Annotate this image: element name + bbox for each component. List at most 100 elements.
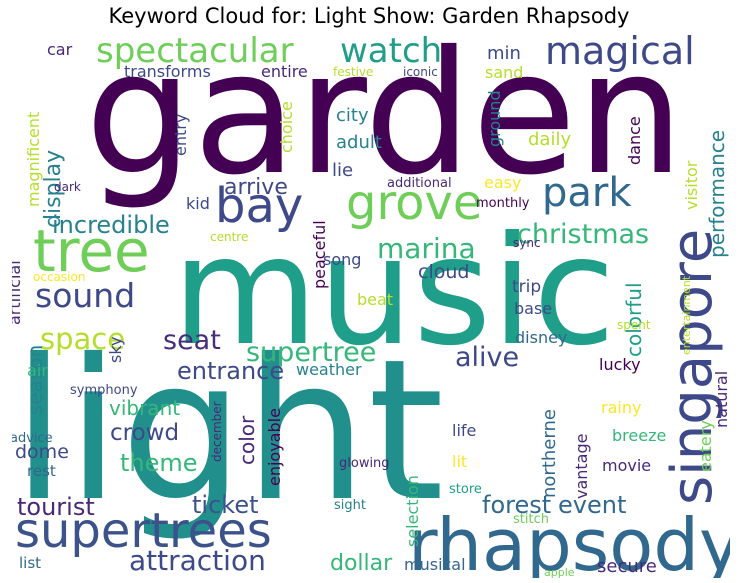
word-ticket: ticket — [192, 491, 259, 519]
word-beat: beat — [357, 290, 393, 309]
word-artificial: artificial — [12, 260, 24, 325]
word-rainy: rainy — [601, 398, 641, 417]
word-list: list — [19, 554, 41, 572]
word-crowd: crowd — [110, 420, 179, 446]
word-sight: sight — [334, 498, 366, 513]
word-singapore: singapore — [660, 229, 725, 505]
word-entry: entry — [171, 114, 190, 156]
word-park: park — [542, 170, 632, 216]
word-cloud: garden music light rhapsody singapore supertr… — [12, 33, 730, 578]
word-rhapsody: rhapsody — [408, 503, 730, 578]
word-magical: magical — [545, 33, 695, 73]
word-display: display — [41, 150, 66, 228]
word-choice: choice — [277, 101, 296, 153]
word-lucky: lucky — [599, 355, 641, 374]
word-december: december — [210, 401, 224, 462]
word-trip: trip — [512, 277, 541, 297]
word-natural: natural — [712, 371, 730, 428]
word-theme: theme — [120, 449, 198, 477]
word-entire: entire — [261, 62, 308, 81]
word-peaceful: peaceful — [310, 220, 329, 289]
word-music: music — [172, 205, 615, 379]
word-air: air — [27, 361, 48, 380]
word-eatery: eatery — [696, 420, 715, 472]
word-life: life — [452, 421, 476, 440]
word-vantage: vantage — [572, 434, 591, 500]
word-sync: sync — [513, 236, 541, 250]
word-supertrees: supertrees — [15, 503, 272, 559]
word-dark: dark — [54, 180, 81, 194]
word-monthly: monthly — [476, 196, 530, 211]
word-forest: forest — [482, 491, 551, 519]
word-kid: kid — [186, 194, 210, 213]
word-spent: spent — [617, 318, 651, 332]
word-ground: ground — [485, 90, 504, 147]
word-incredible: incredible — [52, 211, 170, 239]
word-base: base — [514, 299, 552, 318]
word-space: space — [40, 322, 125, 356]
word-apple: apple — [544, 566, 575, 578]
word-enjoyable: enjoyable — [265, 408, 284, 486]
word-selection: selection — [403, 475, 422, 547]
word-spectacular: spectacular — [96, 33, 294, 71]
word-event: event — [558, 491, 626, 519]
word-easy: easy — [484, 173, 521, 192]
word-grove: grove — [346, 175, 482, 231]
word-performance: performance — [705, 130, 729, 258]
word-adult: adult — [336, 132, 382, 153]
word-min: min — [487, 43, 521, 64]
word-festive: festive — [333, 65, 373, 79]
word-advice: advice — [12, 431, 53, 446]
word-transforms: transforms — [124, 62, 211, 81]
word-stitch: stitch — [513, 512, 549, 527]
word-lit: lit — [452, 452, 467, 471]
word-lie: lie — [332, 160, 353, 181]
word-colorful: colorful — [622, 282, 646, 357]
word-iconic: iconic — [403, 65, 438, 79]
word-tourist: tourist — [17, 493, 95, 521]
word-light: light — [12, 317, 444, 544]
word-symphony: symphony — [70, 383, 138, 398]
word-vibrant: vibrant — [109, 396, 180, 420]
word-weather: weather — [296, 360, 362, 379]
word-visitor: visitor — [682, 160, 701, 210]
word-sky: sky — [106, 337, 125, 364]
word-musical: musical — [404, 555, 466, 574]
word-cloud: cloud — [418, 261, 469, 283]
chart-title: Keyword Cloud for: Light Show: Garden Rh… — [108, 4, 630, 28]
word-entertainment: entertainment — [680, 275, 693, 355]
word-marina: marina — [377, 232, 476, 265]
word-dome: dome — [15, 441, 69, 463]
word-garden: garden — [85, 33, 684, 213]
word-supertree: supertree — [246, 337, 376, 368]
word-additional: additional — [387, 176, 452, 191]
word-centre: centre — [210, 230, 248, 244]
word-season: season — [23, 345, 47, 415]
word-city: city — [336, 105, 369, 126]
word-attraction: attraction — [129, 544, 266, 577]
word-entrance: entrance — [177, 357, 284, 385]
word-glowing: glowing — [339, 456, 390, 471]
word-daily: daily — [528, 129, 571, 150]
word-store: store — [449, 482, 482, 497]
word-arrive: arrive — [224, 175, 288, 200]
word-bay: bay — [215, 178, 303, 234]
word-tree: tree — [33, 217, 150, 285]
word-breeze: breeze — [612, 426, 666, 445]
word-dance: dance — [625, 116, 644, 165]
word-car: car — [47, 40, 73, 59]
word-rest: rest — [27, 462, 56, 480]
word-secure: secure — [597, 556, 657, 577]
word-dollar: dollar — [330, 551, 393, 576]
word-northerne: northerne — [539, 409, 560, 498]
word-song: song — [323, 250, 361, 269]
word-sound: sound — [35, 276, 135, 315]
word-sand: sand — [485, 63, 523, 82]
word-occasion: occasion — [33, 270, 85, 284]
word-alive: alive — [455, 342, 519, 373]
word-seat: seat — [163, 325, 221, 356]
word-movie: movie — [602, 456, 651, 475]
word-color: color — [235, 415, 259, 465]
word-magnificent: magnificent — [24, 112, 43, 207]
